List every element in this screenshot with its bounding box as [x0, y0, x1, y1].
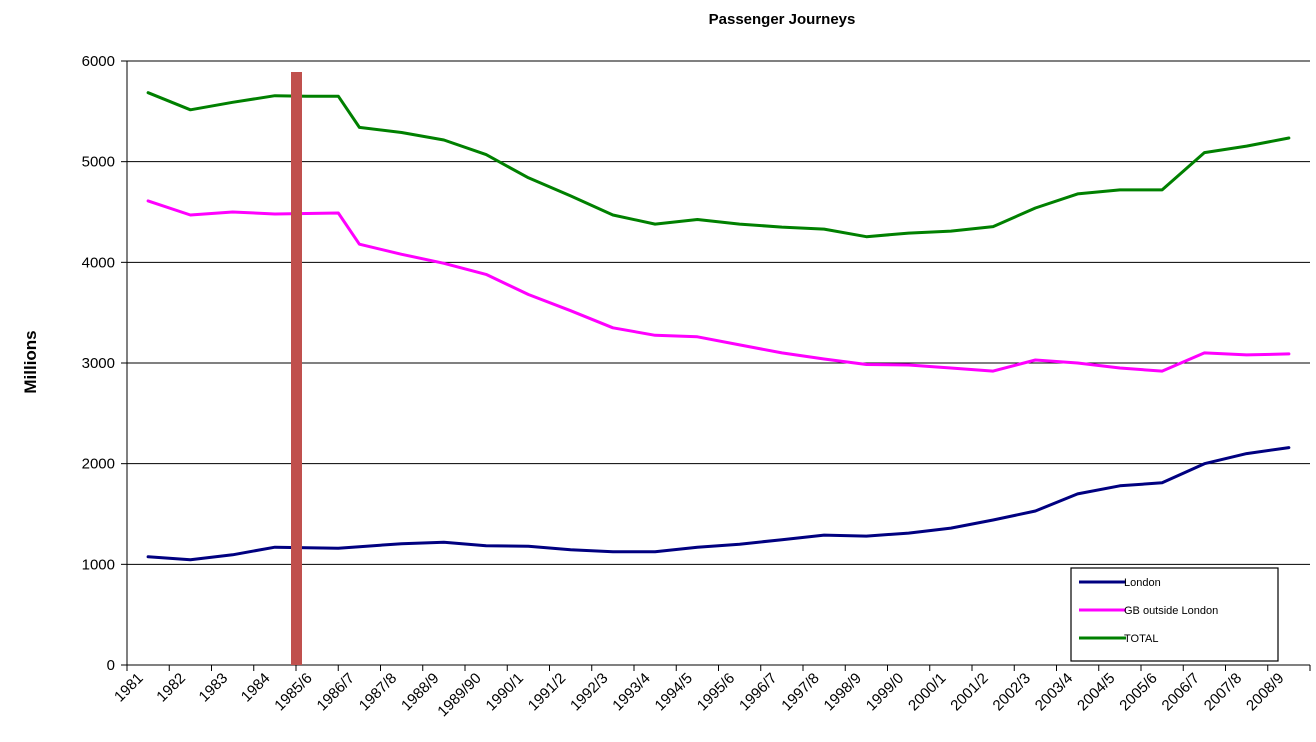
series-line-gb-outside-london	[146, 199, 1291, 373]
x-tick-label: 1995/6	[694, 670, 738, 714]
series-line-total	[146, 91, 1291, 239]
x-tick-label: 1992/3	[567, 670, 611, 714]
x-tick-label: 1990/1	[483, 670, 527, 714]
grid-lines	[127, 60, 1310, 565]
x-tick-label: 1994/5	[652, 670, 696, 714]
y-tick-label: 1000	[82, 556, 115, 573]
x-tick-label: 2003/4	[1032, 670, 1076, 714]
x-tick-label: 1998/9	[821, 670, 865, 714]
x-tick-label: 1989/90	[434, 670, 484, 720]
x-tick-label: 1991/2	[525, 670, 569, 714]
x-tick-label: 1986/7	[314, 670, 358, 714]
y-tick-label: 0	[107, 657, 115, 674]
x-tick-label: 2008/9	[1243, 670, 1287, 714]
x-tick-label: 1996/7	[736, 670, 780, 714]
x-tick-label: 1999/0	[863, 670, 907, 714]
x-tick-label: 1982	[153, 670, 189, 706]
x-tick-label: 2007/8	[1201, 670, 1245, 714]
legend-label: London	[1124, 577, 1161, 589]
y-tick-label: 3000	[82, 355, 115, 372]
x-tick-label: 2002/3	[990, 670, 1034, 714]
axes	[121, 60, 1311, 671]
series-lines	[146, 91, 1291, 562]
x-tick-label: 2001/2	[947, 670, 991, 714]
y-tick-label: 2000	[82, 456, 115, 473]
x-tick-label: 1981	[111, 670, 147, 706]
x-tick-label: 1983	[196, 670, 232, 706]
x-tick-label: 2006/7	[1159, 670, 1203, 714]
x-tick-label: 1984	[238, 670, 274, 706]
legend-label: TOTAL	[1124, 633, 1158, 645]
chart-title: Passenger Journeys	[709, 11, 856, 28]
x-tick-label: 1987/8	[356, 670, 400, 714]
series-line-london	[146, 446, 1291, 562]
legend: London GB outside London TOTAL	[1070, 567, 1279, 662]
y-axis-title: Millions	[21, 330, 40, 393]
marker-layer	[291, 72, 302, 665]
x-tick-labels: 1981 1982 1983 19841985/61986/71987/81988/9…	[111, 670, 1287, 720]
x-tick-label: 2005/6	[1116, 670, 1160, 714]
x-tick-label: 1985/6	[271, 670, 315, 714]
legend-label: GB outside London	[1124, 605, 1218, 617]
y-tick-label: 4000	[82, 254, 115, 271]
x-tick-label: 1997/8	[778, 670, 822, 714]
x-tick-label: 2004/5	[1074, 670, 1118, 714]
y-tick-label: 6000	[82, 53, 115, 70]
x-tick-label: 2000/1	[905, 670, 949, 714]
deregulation-marker-bar	[291, 72, 302, 665]
x-tick-label: 1993/4	[609, 670, 653, 714]
y-tick-labels: 0 1000 2000 3000 4000 5000 6000	[82, 53, 115, 674]
y-tick-label: 5000	[82, 154, 115, 171]
